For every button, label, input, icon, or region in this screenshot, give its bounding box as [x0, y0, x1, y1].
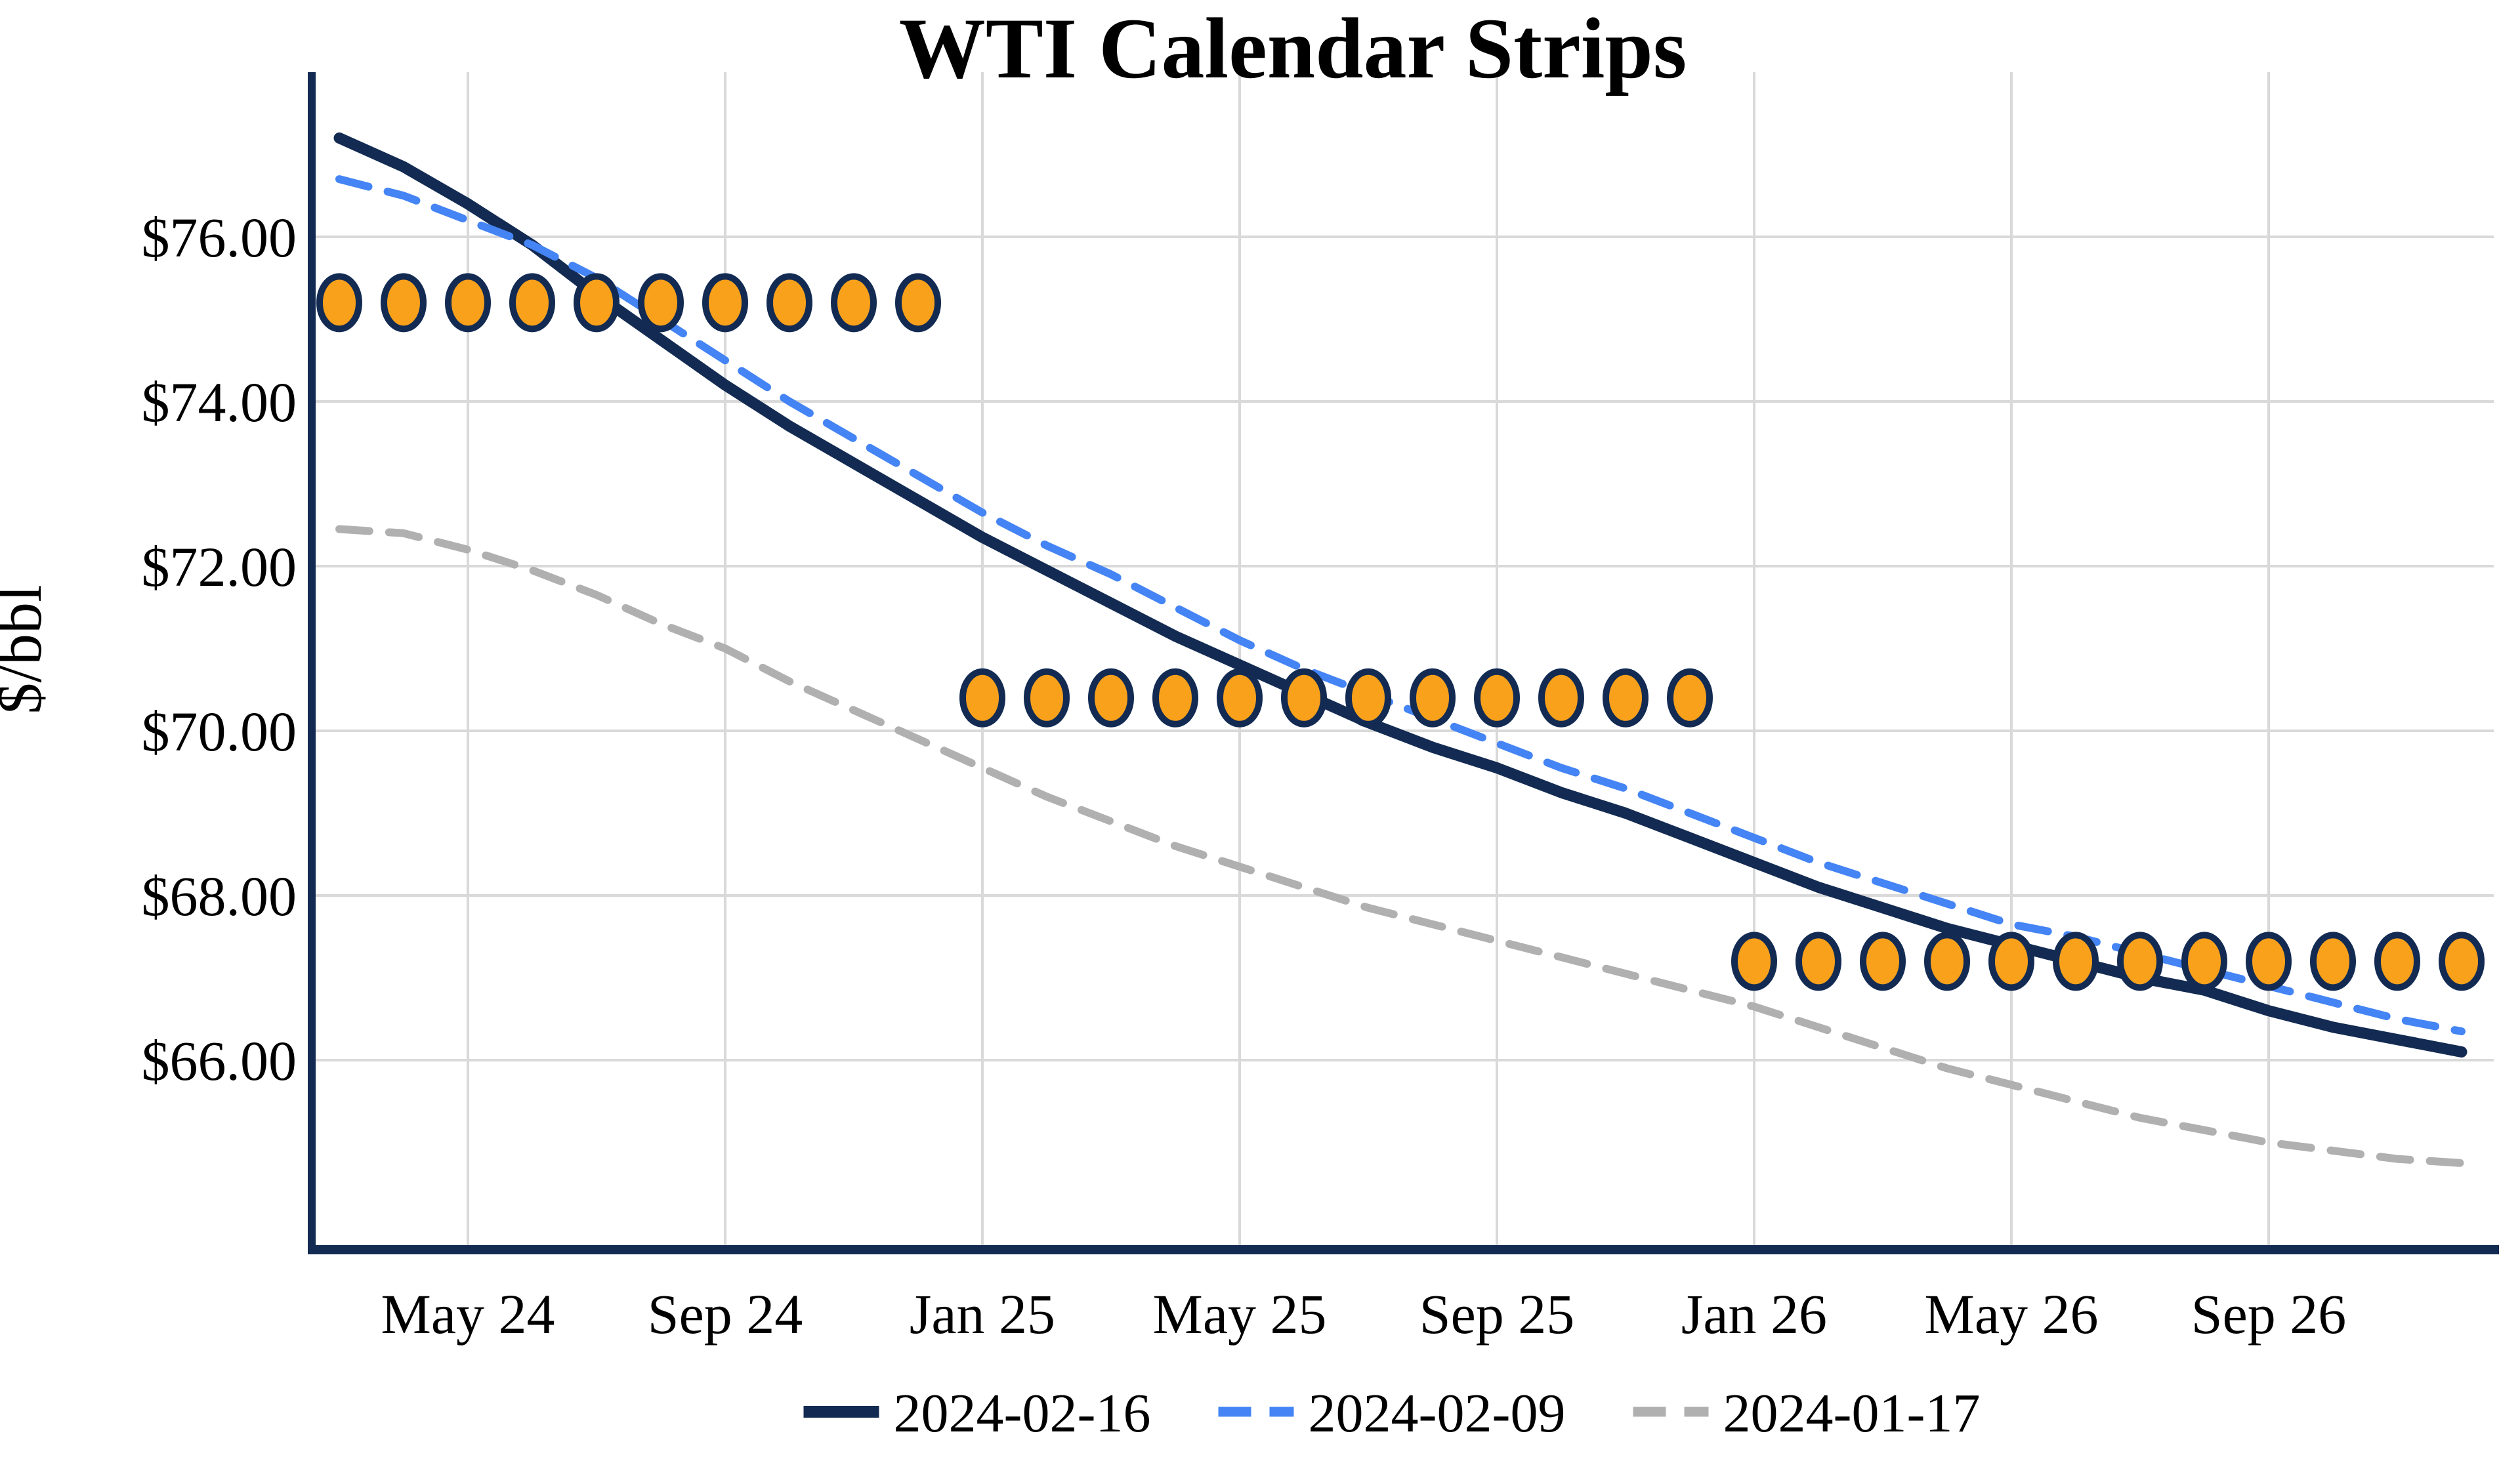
y-tick-label: $74.00: [142, 371, 297, 434]
strip-dot-calendar-strip-2025: [1024, 668, 1070, 728]
strip-dot-calendar-strip-2026: [2310, 932, 2356, 991]
chart-title: WTI Calendar Strips: [899, 0, 1687, 96]
strip-dot-calendar-strip-2024: [574, 273, 620, 333]
strip-dot-calendar-strip-2025: [1474, 668, 1520, 728]
x-tick-label: Sep 26: [2191, 1283, 2347, 1346]
y-axis-label: $/bbl: [0, 585, 54, 714]
strip-dot-calendar-strip-2025: [1410, 668, 1456, 728]
strip-dot-calendar-strip-2026: [2053, 932, 2099, 991]
series-layer: [333, 132, 2468, 1167]
strip-dot-calendar-strip-2026: [1796, 932, 1841, 991]
x-tick-label: Sep 25: [1419, 1283, 1575, 1346]
x-tick-label: Jan 25: [910, 1283, 1055, 1346]
strip-dot-calendar-strip-2026: [2181, 932, 2227, 991]
strip-dot-calendar-strip-2026: [1731, 932, 1777, 991]
x-tick-label: Jan 26: [1681, 1283, 1827, 1346]
legend-label: 2024-01-17: [1723, 1383, 1981, 1444]
strip-dot-calendar-strip-2026: [2246, 932, 2292, 991]
y-tick-label: $72.00: [142, 535, 297, 598]
strip-dot-calendar-strip-2024: [509, 273, 555, 333]
y-tick-label: $70.00: [142, 700, 297, 763]
strip-dot-calendar-strip-2026: [1988, 932, 2034, 991]
legend-item-2024-02-16: 2024-02-16: [803, 1383, 1151, 1444]
grid-layer: [312, 72, 2494, 1250]
strip-dot-calendar-strip-2024: [445, 273, 491, 333]
strip-dot-calendar-strip-2025: [1603, 668, 1648, 728]
x-tick-label: May 26: [1924, 1283, 2098, 1346]
y-tick-label: $66.00: [142, 1029, 297, 1092]
x-tick-label: May 24: [381, 1283, 555, 1346]
strip-dot-calendar-strip-2025: [1538, 668, 1584, 728]
y-tick-labels: $66.00 $68.00 $70.00 $72.00 $74.00 $76.00: [142, 206, 297, 1092]
x-tick-label: May 25: [1152, 1283, 1326, 1346]
series-line-2024-02-16: [333, 132, 2468, 1058]
y-tick-label: $68.00: [142, 865, 297, 928]
strip-dot-calendar-strip-2025: [1088, 668, 1134, 728]
y-tick-label: $76.00: [142, 206, 297, 269]
strip-dot-calendar-strip-2025: [1152, 668, 1198, 728]
strip-dot-calendar-strip-2024: [381, 273, 427, 333]
x-tick-labels: May 24 Sep 24 Jan 25 May 25 Sep 25 Jan 26 May …: [381, 1283, 2346, 1346]
strip-dot-calendar-strip-2026: [2117, 932, 2163, 991]
strip-dot-calendar-strip-2024: [638, 273, 684, 333]
legend-item-2024-01-17: 2024-01-17: [1633, 1383, 1981, 1444]
strip-dot-calendar-strip-2024: [702, 273, 748, 333]
strip-dot-calendar-strip-2025: [1345, 668, 1391, 728]
strip-dot-calendar-strip-2025: [1667, 668, 1713, 728]
strip-dot-calendar-strip-2024: [766, 273, 812, 333]
series-line-2024-01-17: [335, 525, 2466, 1167]
strip-dot-calendar-strip-2026: [2374, 932, 2420, 991]
strip-dot-calendar-strip-2026: [2439, 932, 2485, 991]
legend: 2024-02-16 2024-02-09 2024-01-17: [803, 1383, 1981, 1444]
strip-dot-calendar-strip-2025: [1281, 668, 1327, 728]
legend-label: 2024-02-16: [894, 1383, 1151, 1444]
strip-dot-calendar-strip-2026: [1924, 932, 1970, 991]
strip-dot-calendar-strip-2025: [1217, 668, 1263, 728]
x-tick-label: Sep 24: [648, 1283, 803, 1346]
strip-dot-calendar-strip-2024: [895, 273, 941, 333]
legend-label: 2024-02-09: [1309, 1383, 1566, 1444]
dot-strips-layer: [316, 273, 2485, 991]
legend-item-2024-02-09: 2024-02-09: [1218, 1383, 1566, 1444]
strip-dot-calendar-strip-2026: [1860, 932, 1906, 991]
strip-dot-calendar-strip-2025: [959, 668, 1005, 728]
strip-dot-calendar-strip-2024: [316, 273, 362, 333]
axes-layer: [308, 72, 2499, 1254]
strip-dot-calendar-strip-2024: [831, 273, 877, 333]
